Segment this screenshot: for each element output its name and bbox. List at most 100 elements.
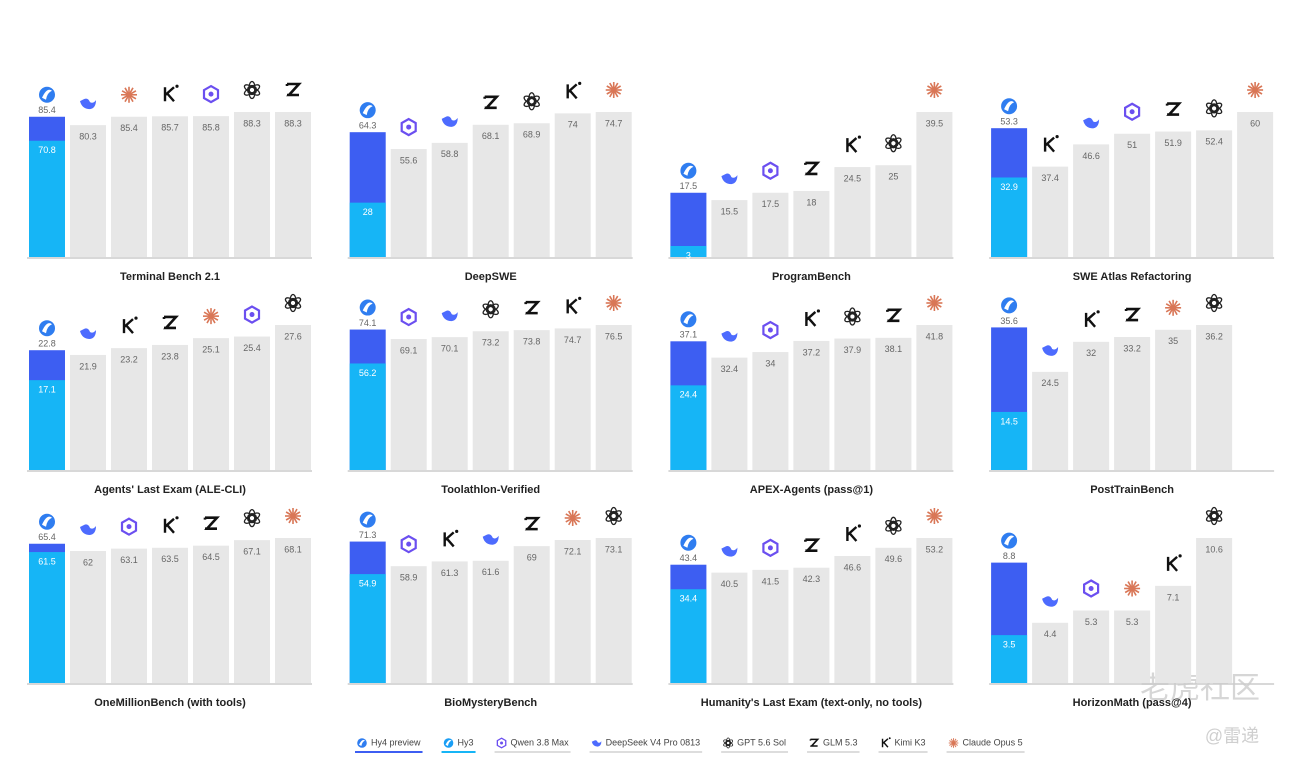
icon-shape <box>1083 117 1100 129</box>
bar <box>554 113 591 257</box>
model-icon <box>605 82 622 98</box>
value-label: 54.9 <box>359 578 377 588</box>
bar <box>916 325 953 470</box>
icon-shape <box>844 312 858 323</box>
model-icon <box>359 299 376 316</box>
bar <box>390 339 427 470</box>
panel-title: BioMysteryBench <box>444 697 537 709</box>
model-icon <box>1205 99 1223 118</box>
icon-shape <box>400 117 417 137</box>
icon-shape <box>80 328 96 339</box>
model-icon <box>1001 297 1018 314</box>
icon-shape <box>885 520 899 530</box>
value-label: 41.8 <box>926 331 944 341</box>
value-label: 14.5 <box>1000 416 1018 426</box>
bar <box>1196 130 1233 257</box>
icon-shape <box>767 327 773 333</box>
value-label: 68.1 <box>482 131 500 141</box>
value-label: 32.4 <box>721 364 739 374</box>
model-icon <box>680 311 697 328</box>
legend-label: GPT 5.6 Sol <box>737 737 786 747</box>
icon-shape <box>683 165 694 176</box>
icon-shape <box>1084 311 1097 328</box>
value-label: 15.5 <box>721 206 739 216</box>
value-label: 27.6 <box>284 331 302 341</box>
model-icon <box>524 516 541 531</box>
model-icon <box>162 315 179 330</box>
model-icon <box>1165 102 1183 116</box>
icon-shape <box>524 300 541 315</box>
model-icon <box>846 135 861 153</box>
icon-shape <box>496 737 507 749</box>
value-label: 24.5 <box>1041 378 1059 388</box>
value-label: 64.5 <box>202 552 220 562</box>
model-icon <box>1165 299 1182 316</box>
icon-shape <box>482 305 496 316</box>
bar <box>193 545 229 683</box>
icon-shape <box>500 741 504 745</box>
icon-shape <box>929 508 936 517</box>
bar <box>1073 610 1110 683</box>
bar <box>1073 144 1110 257</box>
icon-shape <box>122 318 134 334</box>
bar <box>431 561 468 683</box>
value-label: 51.9 <box>1164 138 1182 148</box>
bar <box>349 574 386 683</box>
model-icon <box>948 738 959 748</box>
value-label: 85.8 <box>202 122 220 132</box>
bar <box>670 245 707 257</box>
model-icon <box>243 508 261 528</box>
value-label: 68.9 <box>523 130 541 140</box>
model-icon <box>80 328 96 339</box>
bar <box>875 547 912 683</box>
bar <box>152 116 188 258</box>
model-icon <box>285 82 302 97</box>
bar <box>670 385 707 470</box>
icon-shape <box>683 314 694 325</box>
icon-shape <box>175 84 179 88</box>
model-icon <box>203 308 219 325</box>
bar <box>711 200 748 257</box>
icon-shape <box>203 516 220 530</box>
icon-shape <box>1004 101 1015 112</box>
value-label: 70.8 <box>38 145 56 155</box>
icon-shape <box>816 309 820 313</box>
bar <box>234 112 270 257</box>
value-label: 63.1 <box>120 555 138 565</box>
value-label: 69.1 <box>400 345 418 355</box>
icon-shape <box>762 161 779 181</box>
bar <box>752 192 789 257</box>
icon-shape <box>683 537 694 548</box>
model-icon <box>80 524 96 535</box>
model-icon <box>482 300 499 319</box>
icon-shape <box>762 538 779 558</box>
icon-shape <box>721 331 738 342</box>
bar <box>1032 622 1069 683</box>
value-label: 68.1 <box>284 544 302 554</box>
value-label: 61.3 <box>441 568 459 578</box>
icon-shape <box>243 84 257 94</box>
icon-shape <box>885 522 899 532</box>
bar <box>431 142 468 257</box>
bar <box>991 177 1028 257</box>
model-icon <box>39 513 55 530</box>
model-icon <box>1205 506 1223 526</box>
value-label: 36.2 <box>1205 331 1223 341</box>
model-icon <box>443 529 459 548</box>
icon-shape <box>42 323 52 334</box>
value-label: 73.8 <box>523 336 541 346</box>
icon-shape <box>1165 102 1183 116</box>
bar <box>1073 341 1110 470</box>
bar <box>1155 585 1192 683</box>
model-icon <box>441 310 458 322</box>
bar <box>1196 538 1233 683</box>
value-label: 17.5 <box>762 199 780 209</box>
model-icon <box>885 134 902 153</box>
panel-title: DeepSWE <box>465 271 517 283</box>
model-icon <box>1082 579 1100 598</box>
model-icon <box>926 295 943 311</box>
model-icon <box>762 538 779 558</box>
legend-item: Kimi K3 <box>878 737 928 753</box>
icon-shape <box>362 105 373 116</box>
bar <box>916 538 953 683</box>
